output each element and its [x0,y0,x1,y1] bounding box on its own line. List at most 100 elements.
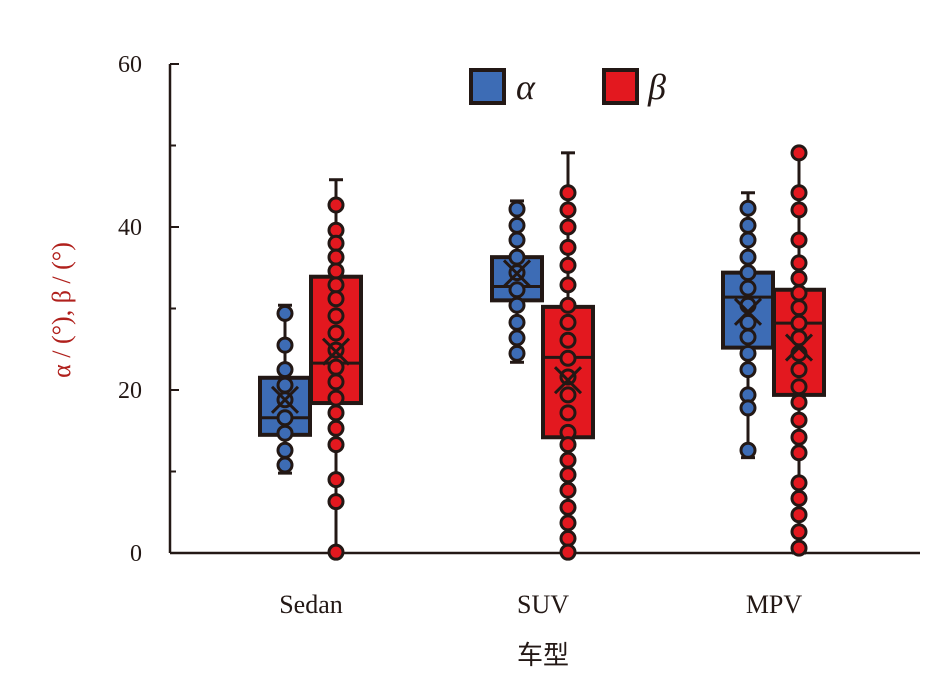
x-tick-label: Sedan [279,590,343,619]
data-point [790,428,808,446]
mean-marker [270,385,300,414]
box-β-Sedan [309,178,363,561]
data-point [790,506,808,524]
data-point [739,248,757,266]
data-point [739,361,757,379]
y-tick-label: 40 [118,215,142,241]
data-point [559,386,577,404]
data-point [559,514,577,532]
data-point [559,184,577,202]
mean-marker [553,366,583,395]
data-point [790,201,808,219]
data-point [276,304,294,322]
data-point [508,296,526,314]
data-point [559,466,577,484]
mean-marker [733,297,763,326]
box-β-SUV [541,151,595,561]
data-point [559,218,577,236]
data-point [739,399,757,417]
boxes [258,144,826,561]
data-point [327,234,345,252]
data-point [790,539,808,557]
legend-label-alpha: α [516,67,536,107]
box-β-MPV [772,144,826,557]
data-point [790,144,808,162]
y-tick-label: 20 [118,378,142,404]
data-point [790,231,808,249]
box-α-SUV [490,199,544,364]
data-point [790,393,808,411]
axes: 0 20 40 60 Sedan SUV MPV [118,52,920,619]
data-point [790,299,808,317]
data-point [327,419,345,437]
data-point [790,284,808,302]
x-tick-label: MPV [746,590,803,619]
data-point [739,441,757,459]
x-tick-label: SUV [517,590,569,619]
data-point [559,498,577,516]
data-point [739,216,757,234]
data-point [559,349,577,367]
data-point [559,451,577,469]
data-point [327,404,345,422]
data-point [559,436,577,454]
data-point [508,329,526,347]
data-point [739,231,757,249]
data-point [327,196,345,214]
box-α-MPV [721,191,775,460]
data-point [276,376,294,394]
data-point [327,324,345,342]
data-point [327,543,345,561]
data-point [739,199,757,217]
data-point [790,314,808,332]
data-point [559,313,577,331]
data-point [790,523,808,541]
data-point [508,313,526,331]
y-axis-label: α / (°), β / (°) [47,242,76,378]
data-point [276,456,294,474]
data-point [559,296,577,314]
data-point [327,373,345,391]
data-point [276,424,294,442]
data-point [327,248,345,266]
data-point [559,276,577,294]
data-point [508,344,526,362]
data-point [508,216,526,234]
data-point [327,389,345,407]
data-point [790,444,808,462]
data-point [559,529,577,547]
data-point [327,493,345,511]
y-tick-label: 0 [130,541,142,567]
data-point [327,436,345,454]
data-point [790,361,808,379]
data-point [739,328,757,346]
data-point [508,200,526,218]
data-point [790,411,808,429]
data-point [276,409,294,427]
data-point [508,248,526,266]
data-point [327,358,345,376]
data-point [790,378,808,396]
data-point [559,543,577,561]
data-point [327,471,345,489]
y-tick-label: 60 [118,52,142,78]
data-point [508,281,526,299]
data-point [790,474,808,492]
data-point [790,184,808,202]
data-point [327,307,345,325]
data-point [559,256,577,274]
data-point [790,269,808,287]
box-α-Sedan [258,303,312,475]
legend-swatch-beta [602,68,639,105]
data-point [559,481,577,499]
data-point [559,368,577,386]
data-point [739,344,757,362]
mean-marker [321,337,351,366]
data-point [739,264,757,282]
data-point [327,276,345,294]
legend-label-beta: β [647,67,666,107]
data-point [508,231,526,249]
data-point [276,361,294,379]
data-point [327,290,345,308]
